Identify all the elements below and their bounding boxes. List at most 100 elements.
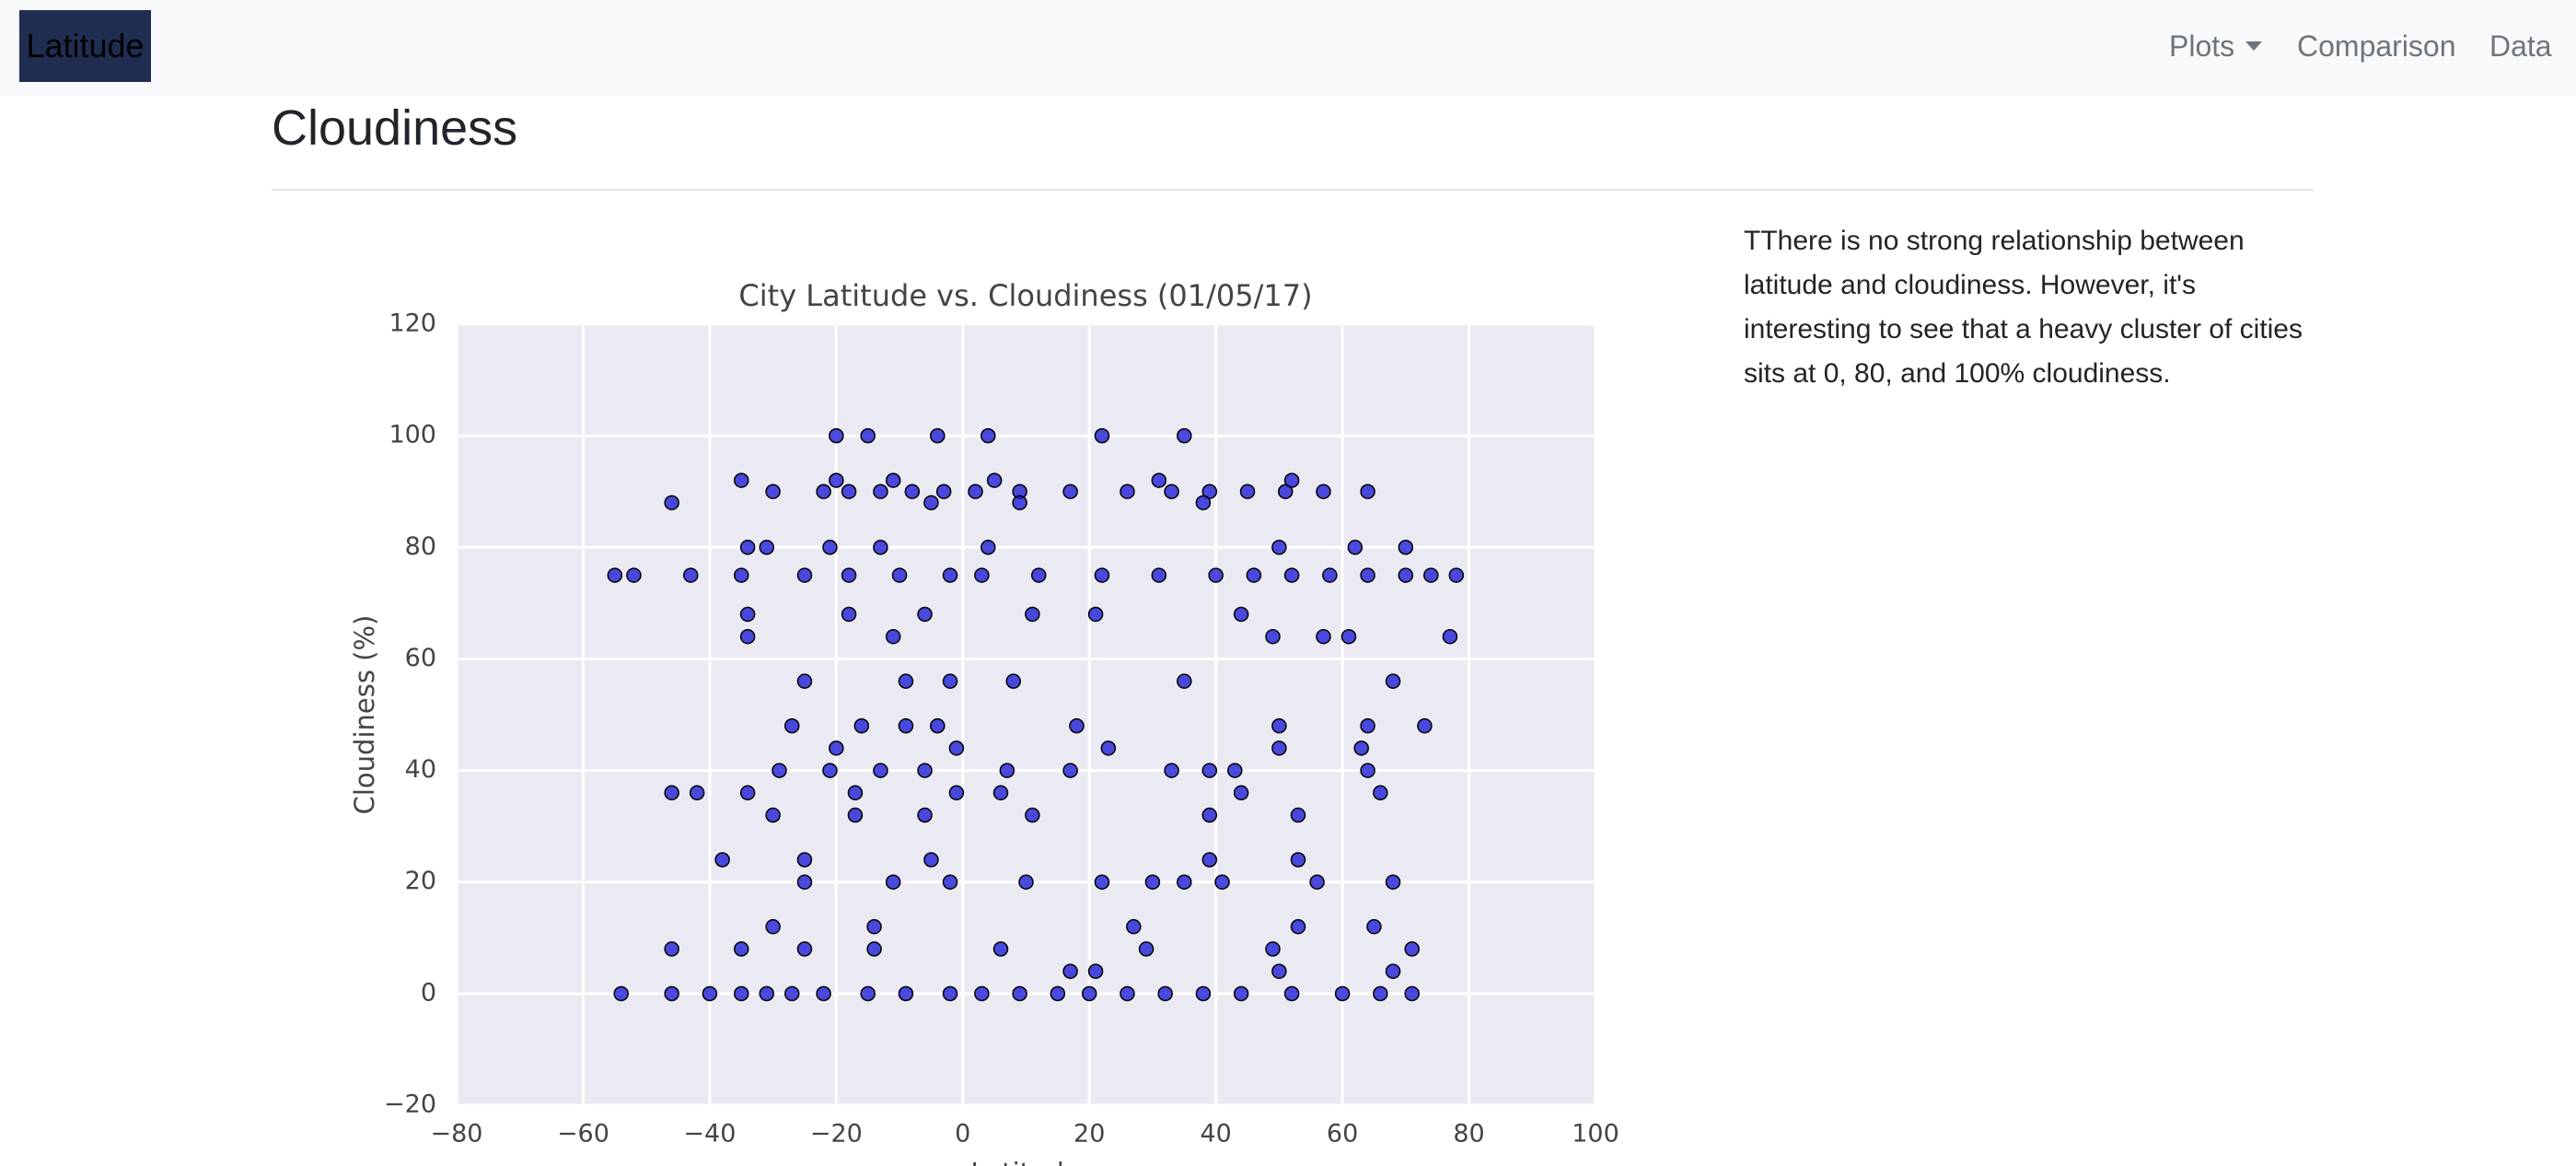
scatter-point xyxy=(816,985,831,1002)
scatter-point xyxy=(765,484,781,499)
scatter-point xyxy=(1360,763,1375,778)
scatter-point xyxy=(923,495,939,511)
scatter-point xyxy=(829,427,844,444)
scatter-point xyxy=(613,985,629,1002)
scatter-point xyxy=(873,763,888,778)
scatter-point xyxy=(992,941,1009,957)
scatter-point xyxy=(974,985,990,1002)
scatter-point xyxy=(1290,807,1306,823)
scatter-point xyxy=(930,717,946,734)
scatter-point xyxy=(847,785,864,801)
y-tick-label: −20 xyxy=(384,1090,436,1119)
scatter-point xyxy=(981,427,996,444)
scatter-point xyxy=(898,717,914,734)
scatter-point xyxy=(992,785,1009,801)
scatter-point xyxy=(1164,763,1179,778)
scatter-point xyxy=(739,785,756,801)
brand[interactable]: Latitude xyxy=(19,10,151,82)
scatter-point xyxy=(885,628,901,645)
scatter-point xyxy=(759,985,774,1002)
scatter-point xyxy=(1340,628,1357,645)
scatter-point xyxy=(1025,606,1040,623)
scatter-point xyxy=(1233,985,1249,1002)
x-tick-label: 20 xyxy=(1073,1120,1105,1149)
x-tick-label: 40 xyxy=(1200,1120,1231,1149)
scatter-point xyxy=(1353,740,1369,756)
scatter-point xyxy=(1087,963,1104,979)
scatter-point xyxy=(1283,985,1300,1002)
scatter-point xyxy=(974,567,990,583)
scatter-point xyxy=(1360,567,1375,583)
scatter-point xyxy=(1151,567,1167,583)
scatter-point xyxy=(1417,717,1433,734)
y-tick-label: 120 xyxy=(389,309,436,338)
scatter-point xyxy=(1373,985,1388,1002)
scatter-point xyxy=(1195,495,1212,511)
scatter-point xyxy=(1385,673,1401,689)
scatter-point xyxy=(1227,763,1243,778)
scatter-point xyxy=(1208,567,1224,583)
x-tick-label: −20 xyxy=(810,1120,863,1149)
nav-data[interactable]: Data xyxy=(2489,29,2552,63)
scatter-point xyxy=(734,941,749,957)
scatter-point xyxy=(822,763,838,778)
scatter-point xyxy=(885,472,901,488)
y-tick-label: 100 xyxy=(389,421,436,449)
scatter-point xyxy=(1404,941,1420,957)
scatter-point xyxy=(1201,807,1218,823)
scatter-point xyxy=(885,874,901,890)
y-tick-label: 60 xyxy=(405,644,436,672)
scatter-point xyxy=(841,567,857,583)
scatter-point xyxy=(664,985,679,1002)
nav-comparison[interactable]: Comparison xyxy=(2297,29,2456,63)
scatter-point xyxy=(765,807,781,823)
scatter-point xyxy=(783,717,800,734)
scatter-point xyxy=(1265,628,1281,645)
navbar: Latitude Plots Comparison Data xyxy=(0,0,2576,96)
scatter-point xyxy=(683,567,699,583)
x-tick-label: 0 xyxy=(955,1120,970,1149)
scatter-point xyxy=(626,567,642,583)
scatter-point xyxy=(1025,807,1040,823)
nav-plots[interactable]: Plots xyxy=(2169,26,2263,66)
scatter-point xyxy=(853,717,870,734)
scatter-point xyxy=(1030,567,1047,583)
scatter-point xyxy=(1239,484,1256,499)
x-axis-label: Latitude xyxy=(970,1158,1080,1166)
scatter-point xyxy=(714,852,730,868)
scatter-point xyxy=(1334,985,1351,1002)
scatter-point xyxy=(1164,484,1179,499)
divider xyxy=(272,189,2314,191)
scatter-point xyxy=(1050,985,1066,1002)
scatter-point xyxy=(917,606,933,623)
scatter-point xyxy=(689,785,705,801)
scatter-point xyxy=(1201,763,1218,778)
scatter-point xyxy=(1283,472,1300,488)
scatter-point xyxy=(1069,717,1085,734)
scatter-point xyxy=(1271,540,1287,555)
scatter-point xyxy=(1094,567,1110,583)
x-tick-label: −80 xyxy=(431,1120,483,1149)
scatter-point xyxy=(1360,484,1375,499)
scatter-point xyxy=(829,472,844,488)
scatter-point xyxy=(796,852,813,868)
scatter-point xyxy=(1283,567,1300,583)
scatter-point xyxy=(866,941,882,957)
scatter-point xyxy=(1360,717,1375,734)
scatter-point xyxy=(734,985,749,1002)
scatter-point xyxy=(841,606,857,623)
scatter-point xyxy=(1157,985,1173,1002)
scatter-point xyxy=(891,567,908,583)
dropdown-caret[interactable] xyxy=(2245,41,2263,51)
nav-label[interactable]: Plots xyxy=(2169,29,2235,63)
scatter-point xyxy=(796,874,813,890)
scatter-point xyxy=(930,427,946,444)
scatter-point xyxy=(923,852,939,868)
scatter-point xyxy=(1177,673,1192,689)
scatter-point xyxy=(1309,874,1325,890)
scatter-point xyxy=(1177,427,1192,444)
scatter-point xyxy=(772,763,787,778)
scatter-point xyxy=(1120,484,1135,499)
y-tick-label: 80 xyxy=(405,532,436,561)
